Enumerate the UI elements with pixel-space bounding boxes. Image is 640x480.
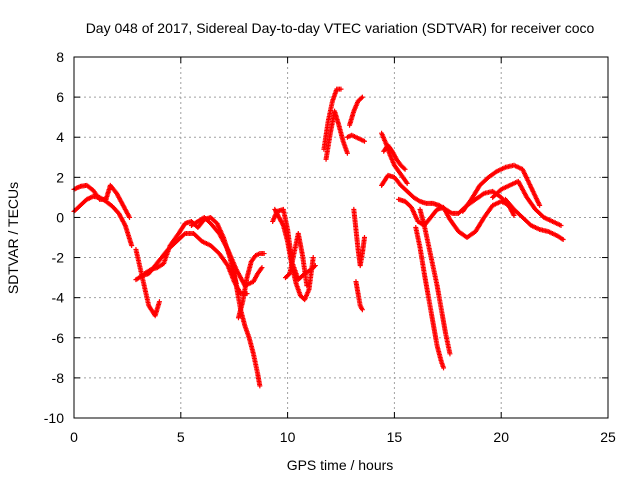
series-arc-23 [417, 206, 453, 357]
y-tick-label: 2 [56, 169, 64, 185]
y-tick-label: -10 [44, 410, 64, 426]
data-point [304, 283, 310, 289]
series-arc-16 [351, 206, 367, 269]
data-point [447, 351, 453, 357]
series-arc-21 [396, 196, 513, 240]
data-point [312, 263, 318, 269]
x-tick-label: 5 [177, 429, 185, 445]
data-points [71, 86, 566, 389]
series-arc-25 [490, 178, 564, 228]
grid [74, 57, 608, 418]
data-point [404, 180, 410, 186]
y-tick-label: 4 [56, 129, 64, 145]
y-tick-label: -4 [52, 290, 65, 306]
data-point [558, 222, 564, 228]
series-arc-24 [460, 162, 543, 214]
series-arc-11 [282, 230, 310, 289]
data-point [402, 166, 408, 172]
x-axis-label: GPS time / hours [287, 457, 394, 473]
axis-ticks: 0 5 10 15 20 25 -10 -8 -6 -4 -2 0 2 4 6 8 [44, 49, 616, 445]
y-tick-label: 8 [56, 49, 64, 65]
data-point [338, 86, 344, 92]
x-tick-label: 20 [493, 429, 509, 445]
x-tick-label: 25 [600, 429, 616, 445]
data-point [257, 383, 263, 389]
data-point [259, 265, 265, 271]
data-point [129, 243, 135, 249]
x-tick-label: 10 [280, 429, 296, 445]
series-arc-8 [235, 251, 267, 321]
data-point [361, 138, 367, 144]
y-tick-label: -6 [52, 330, 65, 346]
data-point [344, 150, 350, 156]
chart-title: Day 048 of 2017, Sidereal Day-to-day VTE… [86, 20, 595, 36]
y-tick-label: -2 [52, 250, 65, 266]
y-axis-label: SDTVAR / TECUs [5, 182, 21, 294]
y-tick-label: -8 [52, 370, 65, 386]
series-arc-15 [344, 132, 367, 144]
series-arc-1 [71, 193, 135, 249]
series-arc-19 [381, 142, 408, 172]
series-arc-13 [323, 108, 350, 162]
y-tick-label: 0 [56, 209, 64, 225]
series-arc-7 [229, 261, 263, 389]
data-point [310, 255, 316, 261]
series-arc-18 [379, 130, 410, 186]
data-point [261, 251, 267, 257]
series-arc-26 [502, 196, 566, 243]
data-point [359, 94, 365, 100]
series-arc-14 [347, 94, 365, 128]
series-arc-3 [133, 247, 162, 319]
data-point [537, 202, 543, 208]
data-point [511, 212, 517, 218]
y-tick-label: 6 [56, 89, 64, 105]
data-point [127, 214, 133, 220]
plot-frame [73, 56, 609, 419]
data-point [361, 235, 367, 240]
series-arc-2 [71, 182, 133, 220]
data-point [441, 365, 447, 371]
data-point [156, 299, 162, 305]
data-point [560, 237, 566, 243]
series-arc-17 [353, 279, 365, 313]
series-arc-5 [141, 214, 239, 287]
x-tick-label: 0 [70, 429, 78, 445]
x-tick-label: 15 [387, 429, 403, 445]
data-point [359, 307, 365, 313]
series-arc-22 [413, 224, 447, 371]
